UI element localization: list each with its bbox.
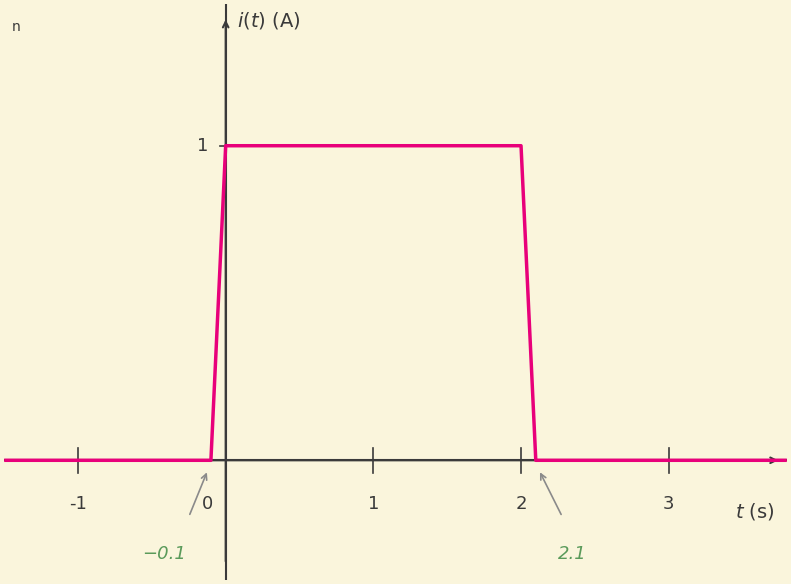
Text: 2.1: 2.1 (558, 545, 587, 563)
Text: n: n (12, 20, 21, 34)
Text: 2: 2 (515, 495, 527, 513)
Text: 1: 1 (197, 137, 208, 155)
Text: 0: 0 (202, 495, 214, 513)
Text: −0.1: −0.1 (142, 545, 186, 563)
Text: $t$ (s): $t$ (s) (736, 501, 775, 522)
Text: -1: -1 (69, 495, 87, 513)
Text: 3: 3 (663, 495, 675, 513)
Text: $i(t)$ (A): $i(t)$ (A) (237, 11, 301, 32)
Text: 1: 1 (368, 495, 379, 513)
